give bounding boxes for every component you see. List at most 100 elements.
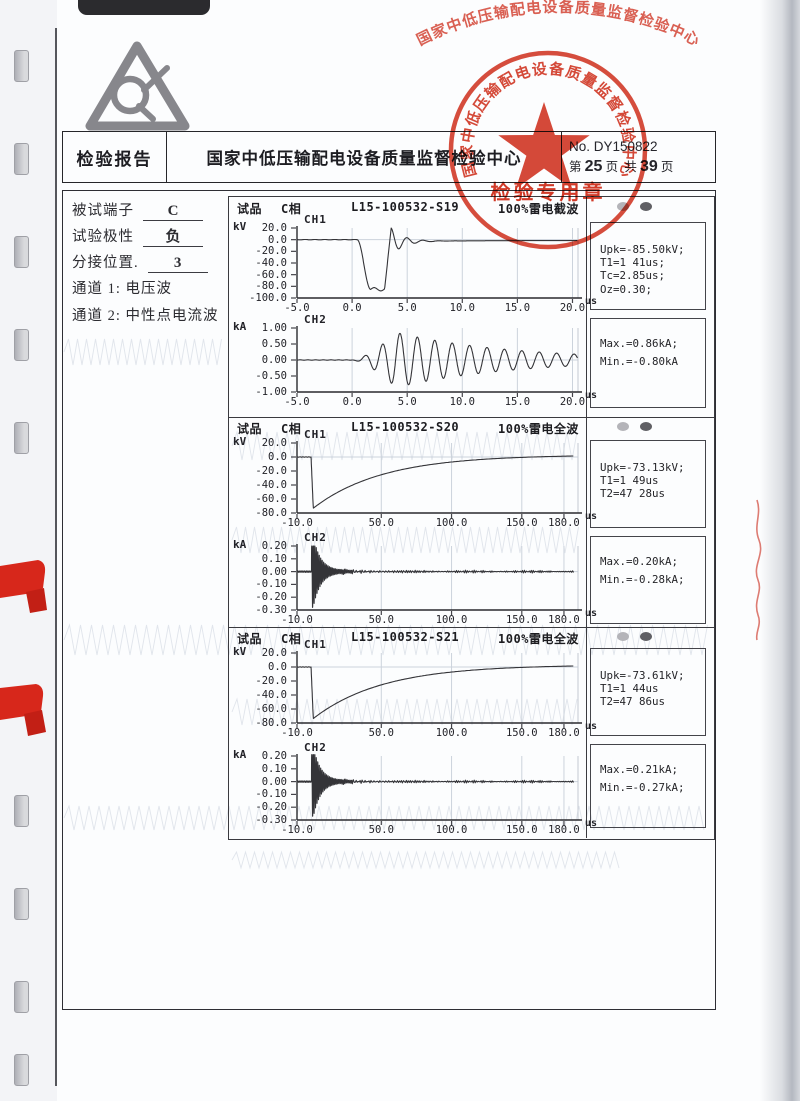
- record-code: L15-100532-S20: [351, 420, 460, 434]
- x-tick-label: 180.0: [548, 614, 580, 626]
- y-tick-label: -80.0: [255, 507, 287, 519]
- y-tick-label: -0.20: [255, 801, 287, 814]
- record-wave-type: 100%雷电全波: [498, 632, 579, 646]
- channel2-label: 通道 2: 中性点电流波: [72, 308, 219, 324]
- x-tick-label: 180.0: [548, 824, 580, 836]
- panel-line: T1=1 41us;: [600, 256, 666, 270]
- x-tick-label: 20.0: [559, 396, 586, 408]
- result-panel-voltage: Upk=-73.13kV; T1=1 49us T2=47 28us: [590, 440, 706, 528]
- panel-line: Tc=2.85us;: [600, 269, 666, 283]
- y-tick-label: -20.0: [255, 245, 287, 258]
- binding-ribbon: [0, 684, 44, 720]
- record-phase: C相: [281, 202, 302, 216]
- x-tick-label: -10.0: [281, 727, 313, 739]
- x-unit-label: us: [585, 818, 598, 829]
- y-tick-label: -0.30: [255, 814, 287, 826]
- panel-line: Max.=0.20kA;: [600, 555, 679, 568]
- channel-label: CH1: [304, 428, 327, 441]
- y-tick-label: -60.0: [255, 493, 287, 505]
- page-number: 25: [584, 157, 603, 175]
- channel-label: CH2: [304, 741, 327, 754]
- panel-line: Min.=-0.28kA;: [600, 572, 685, 586]
- binder-hole: [14, 1054, 29, 1086]
- x-tick-label: 5.0: [397, 396, 417, 408]
- panel-line: T2=47 28us: [600, 487, 666, 501]
- binder-hole: [14, 422, 29, 454]
- param-label: 被试端子: [72, 203, 134, 219]
- axis-unit-label: kA: [233, 538, 247, 551]
- calibration-dot-dark: [640, 422, 652, 431]
- panel-line: T1=1 49us: [600, 474, 659, 488]
- y-tick-label: -40.0: [255, 257, 287, 269]
- record-separator: [228, 627, 714, 628]
- report-body-frame: [62, 190, 716, 1010]
- record-specimen-label: 试品: [237, 422, 263, 436]
- calibration-dot-light: [617, 202, 629, 211]
- binder-hole: [14, 236, 29, 268]
- binding-ribbon-fold: [26, 588, 47, 613]
- x-unit-label: us: [585, 390, 598, 401]
- y-tick-label: 1.00: [261, 322, 287, 334]
- binding-ribbon-fold: [24, 710, 46, 736]
- x-tick-label: 50.0: [368, 727, 394, 739]
- x-tick-label: 10.0: [449, 302, 475, 314]
- y-tick-label: -0.50: [255, 370, 287, 382]
- calibration-dot-light: [617, 422, 629, 431]
- doc-number: No. DY150822: [569, 138, 658, 154]
- x-tick-label: 15.0: [504, 302, 531, 314]
- y-tick-label: 0.0: [268, 451, 287, 463]
- binder-hole: [14, 50, 29, 82]
- y-tick-label: -0.10: [255, 578, 287, 591]
- axis-unit-label: kV: [233, 220, 247, 233]
- page-indicator: 第 25 页 共 39 页: [569, 156, 715, 176]
- x-tick-label: 100.0: [435, 517, 468, 529]
- y-tick-label: 20.0: [261, 437, 287, 449]
- x-tick-label: 150.0: [505, 824, 538, 836]
- axis-unit-label: kA: [233, 748, 247, 761]
- result-panel-current: Max.=0.86kA; Min.=-0.80kA: [590, 318, 706, 408]
- panel-line: T2=47 86us: [600, 695, 666, 709]
- header-table: 检验报告 国家中低压输配电设备质量监督检验中心 No. DY150822 第 2…: [62, 131, 716, 183]
- record-separator: [228, 417, 714, 418]
- record-code: L15-100532-S21: [351, 630, 460, 644]
- param-row: 被试端子 C: [72, 199, 219, 225]
- y-tick-label: -80.0: [255, 280, 287, 293]
- x-tick-label: 50.0: [368, 614, 394, 626]
- page-curl-shadow: [760, 0, 800, 1101]
- panel-line: Min.=-0.27kA;: [600, 780, 685, 794]
- param-value: C: [143, 203, 203, 221]
- result-panel-voltage: Upk=-73.61kV; T1=1 44us T2=47 86us: [590, 648, 706, 736]
- channel-label: CH1: [304, 213, 327, 226]
- specimen-params: 被试端子 C 试验极性负 分接位置. 3 通道 1: 电压波 通道 2: 中性点电流…: [72, 199, 219, 331]
- x-tick-label: 50.0: [368, 517, 394, 529]
- y-tick-label: -40.0: [255, 479, 287, 491]
- x-unit-label: us: [585, 296, 598, 307]
- param-label: 分接位置.: [72, 255, 139, 271]
- x-unit-label: us: [585, 721, 598, 732]
- x-tick-label: 150.0: [505, 727, 538, 739]
- x-tick-label: 100.0: [435, 614, 468, 626]
- panel-line: Upk=-73.13kV;: [600, 461, 685, 474]
- y-tick-label: 0.50: [261, 338, 287, 350]
- panel-line: Max.=0.21kA;: [600, 763, 679, 776]
- x-tick-label: 100.0: [435, 727, 468, 739]
- x-unit-label: us: [585, 511, 598, 522]
- panel-line: T1=1 44us: [600, 682, 659, 696]
- y-tick-label: -0.10: [255, 788, 287, 801]
- record-wave-type: 100%雷电全波: [498, 422, 579, 436]
- y-tick-label: -0.20: [255, 591, 287, 604]
- param-value: 负: [143, 225, 203, 247]
- y-tick-label: -60.0: [255, 268, 287, 281]
- axis-unit-label: kV: [233, 645, 247, 658]
- y-tick-label: 0.0: [268, 661, 287, 673]
- panel-line: Min.=-0.80kA: [600, 354, 679, 368]
- result-panel-voltage: Upk=-85.50kV; T1=1 41us; Tc=2.85us; Oz=0.30…: [590, 222, 706, 310]
- param-row: 分接位置. 3: [72, 251, 219, 277]
- record-specimen-label: 试品: [237, 632, 263, 646]
- x-tick-label: 100.0: [435, 824, 468, 836]
- y-tick-label: -20.0: [255, 675, 287, 687]
- record-phase: C相: [281, 422, 302, 436]
- x-tick-label: 150.0: [505, 614, 538, 626]
- panel-line: Max.=0.86kA;: [600, 337, 679, 350]
